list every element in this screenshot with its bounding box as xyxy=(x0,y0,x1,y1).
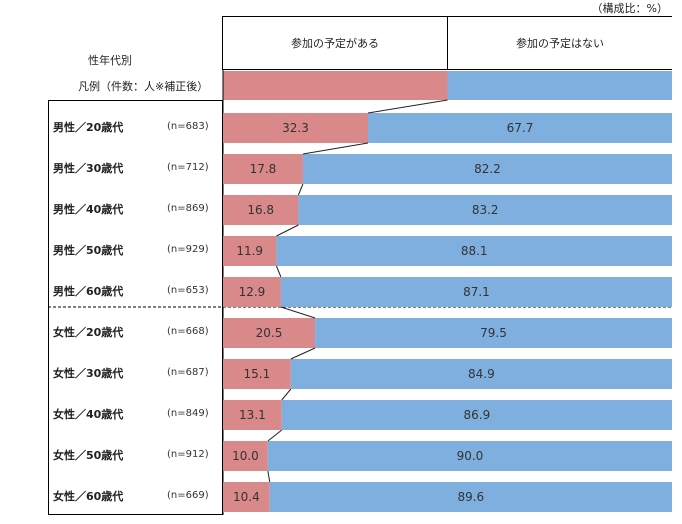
value-label-yes: 32.3 xyxy=(282,121,309,135)
value-label-yes: 20.5 xyxy=(255,326,283,340)
value-label-yes: 17.8 xyxy=(249,162,277,176)
category-label: 女性／20歳代 xyxy=(53,326,124,339)
sample-size-label: (n=929) xyxy=(167,244,209,255)
legend-label: 凡例（件数：人※補正後） xyxy=(78,80,209,93)
category-label: 男性／50歳代 xyxy=(53,244,124,257)
bar-segment-no xyxy=(290,359,672,389)
value-label-no: 82.2 xyxy=(474,162,501,176)
value-label-yes: 16.8 xyxy=(247,203,275,217)
category-label: 女性／50歳代 xyxy=(53,449,124,462)
bar-segment-yes xyxy=(223,113,369,143)
connector-line xyxy=(281,388,292,401)
value-label-no: 67.7 xyxy=(506,121,534,135)
bar-segment-no xyxy=(269,482,672,512)
value-label-yes: 11.9 xyxy=(236,244,264,258)
sample-size-label: (n=653) xyxy=(167,285,209,296)
value-label-no: 90.0 xyxy=(456,449,484,463)
value-label-yes: 15.1 xyxy=(243,367,271,381)
legend-series-1: 参加の予定がある xyxy=(223,17,448,69)
bar-segment-yes xyxy=(223,236,277,266)
legend-swatch-2 xyxy=(447,71,672,100)
legend-swatch-1 xyxy=(223,71,448,100)
value-label-yes: 13.1 xyxy=(239,408,266,422)
bar-segment-yes xyxy=(223,400,282,430)
bar-segment-no xyxy=(280,277,672,307)
connector-line xyxy=(267,429,283,442)
value-label-no: 86.9 xyxy=(463,408,491,422)
sample-size-label: (n=869) xyxy=(167,203,209,214)
sample-size-label: (n=668) xyxy=(167,326,209,337)
sample-size-label: (n=712) xyxy=(167,162,209,173)
connector-line xyxy=(302,142,369,155)
bar-segment-yes xyxy=(223,154,303,184)
value-label-yes: 10.0 xyxy=(232,449,259,463)
bar-segment-no xyxy=(267,441,672,471)
category-label: 女性／30歳代 xyxy=(53,367,124,380)
value-label-no: 84.9 xyxy=(468,367,495,381)
bar-segment-yes xyxy=(223,277,281,307)
value-label-yes: 12.9 xyxy=(238,285,266,299)
bar-segment-no xyxy=(302,154,672,184)
connector-line xyxy=(367,99,448,114)
bar-segment-yes xyxy=(223,441,268,471)
sample-size-label: (n=912) xyxy=(167,449,209,460)
bar-segment-yes xyxy=(223,359,291,389)
connector-line xyxy=(267,470,271,483)
value-label-no: 87.1 xyxy=(463,285,490,299)
value-label-no: 83.2 xyxy=(471,203,499,217)
category-label: 男性／20歳代 xyxy=(53,121,124,134)
legend-series-2: 参加の予定はない xyxy=(516,37,604,50)
value-label-no: 89.6 xyxy=(457,490,485,504)
sample-size-label: (n=683) xyxy=(167,121,209,132)
value-label-no: 88.1 xyxy=(460,244,488,258)
sample-size-label: (n=687) xyxy=(167,367,209,378)
value-label-yes: 10.4 xyxy=(232,490,260,504)
bar-segment-no xyxy=(368,113,672,143)
sample-size-label: (n=849) xyxy=(167,408,209,419)
bar-segment-yes xyxy=(223,318,316,348)
value-label-no: 79.5 xyxy=(480,326,507,340)
connector-line xyxy=(297,183,304,196)
connector-line xyxy=(275,265,282,278)
bar-segment-no xyxy=(276,236,672,266)
bar-segment-yes xyxy=(223,482,270,512)
connector-line xyxy=(276,224,299,237)
sample-size-label: (n=669) xyxy=(167,490,209,501)
category-label: 男性／30歳代 xyxy=(53,162,124,175)
unit-label: （構成比：%） xyxy=(591,2,668,15)
axis-title: 性年代別 xyxy=(88,54,132,67)
connector-line xyxy=(290,347,316,360)
bar-segment-no xyxy=(298,195,672,225)
category-label: 女性／60歳代 xyxy=(53,490,124,503)
category-label: 男性／60歳代 xyxy=(53,285,124,298)
legend-header: 参加の予定がある 参加の予定はない xyxy=(222,16,672,70)
category-label: 男性／40歳代 xyxy=(53,203,124,216)
bar-segment-no xyxy=(315,318,672,348)
connector-line xyxy=(280,306,316,319)
bar-segment-no xyxy=(281,400,672,430)
bar-segment-yes xyxy=(223,195,299,225)
category-label: 女性／40歳代 xyxy=(53,408,124,421)
